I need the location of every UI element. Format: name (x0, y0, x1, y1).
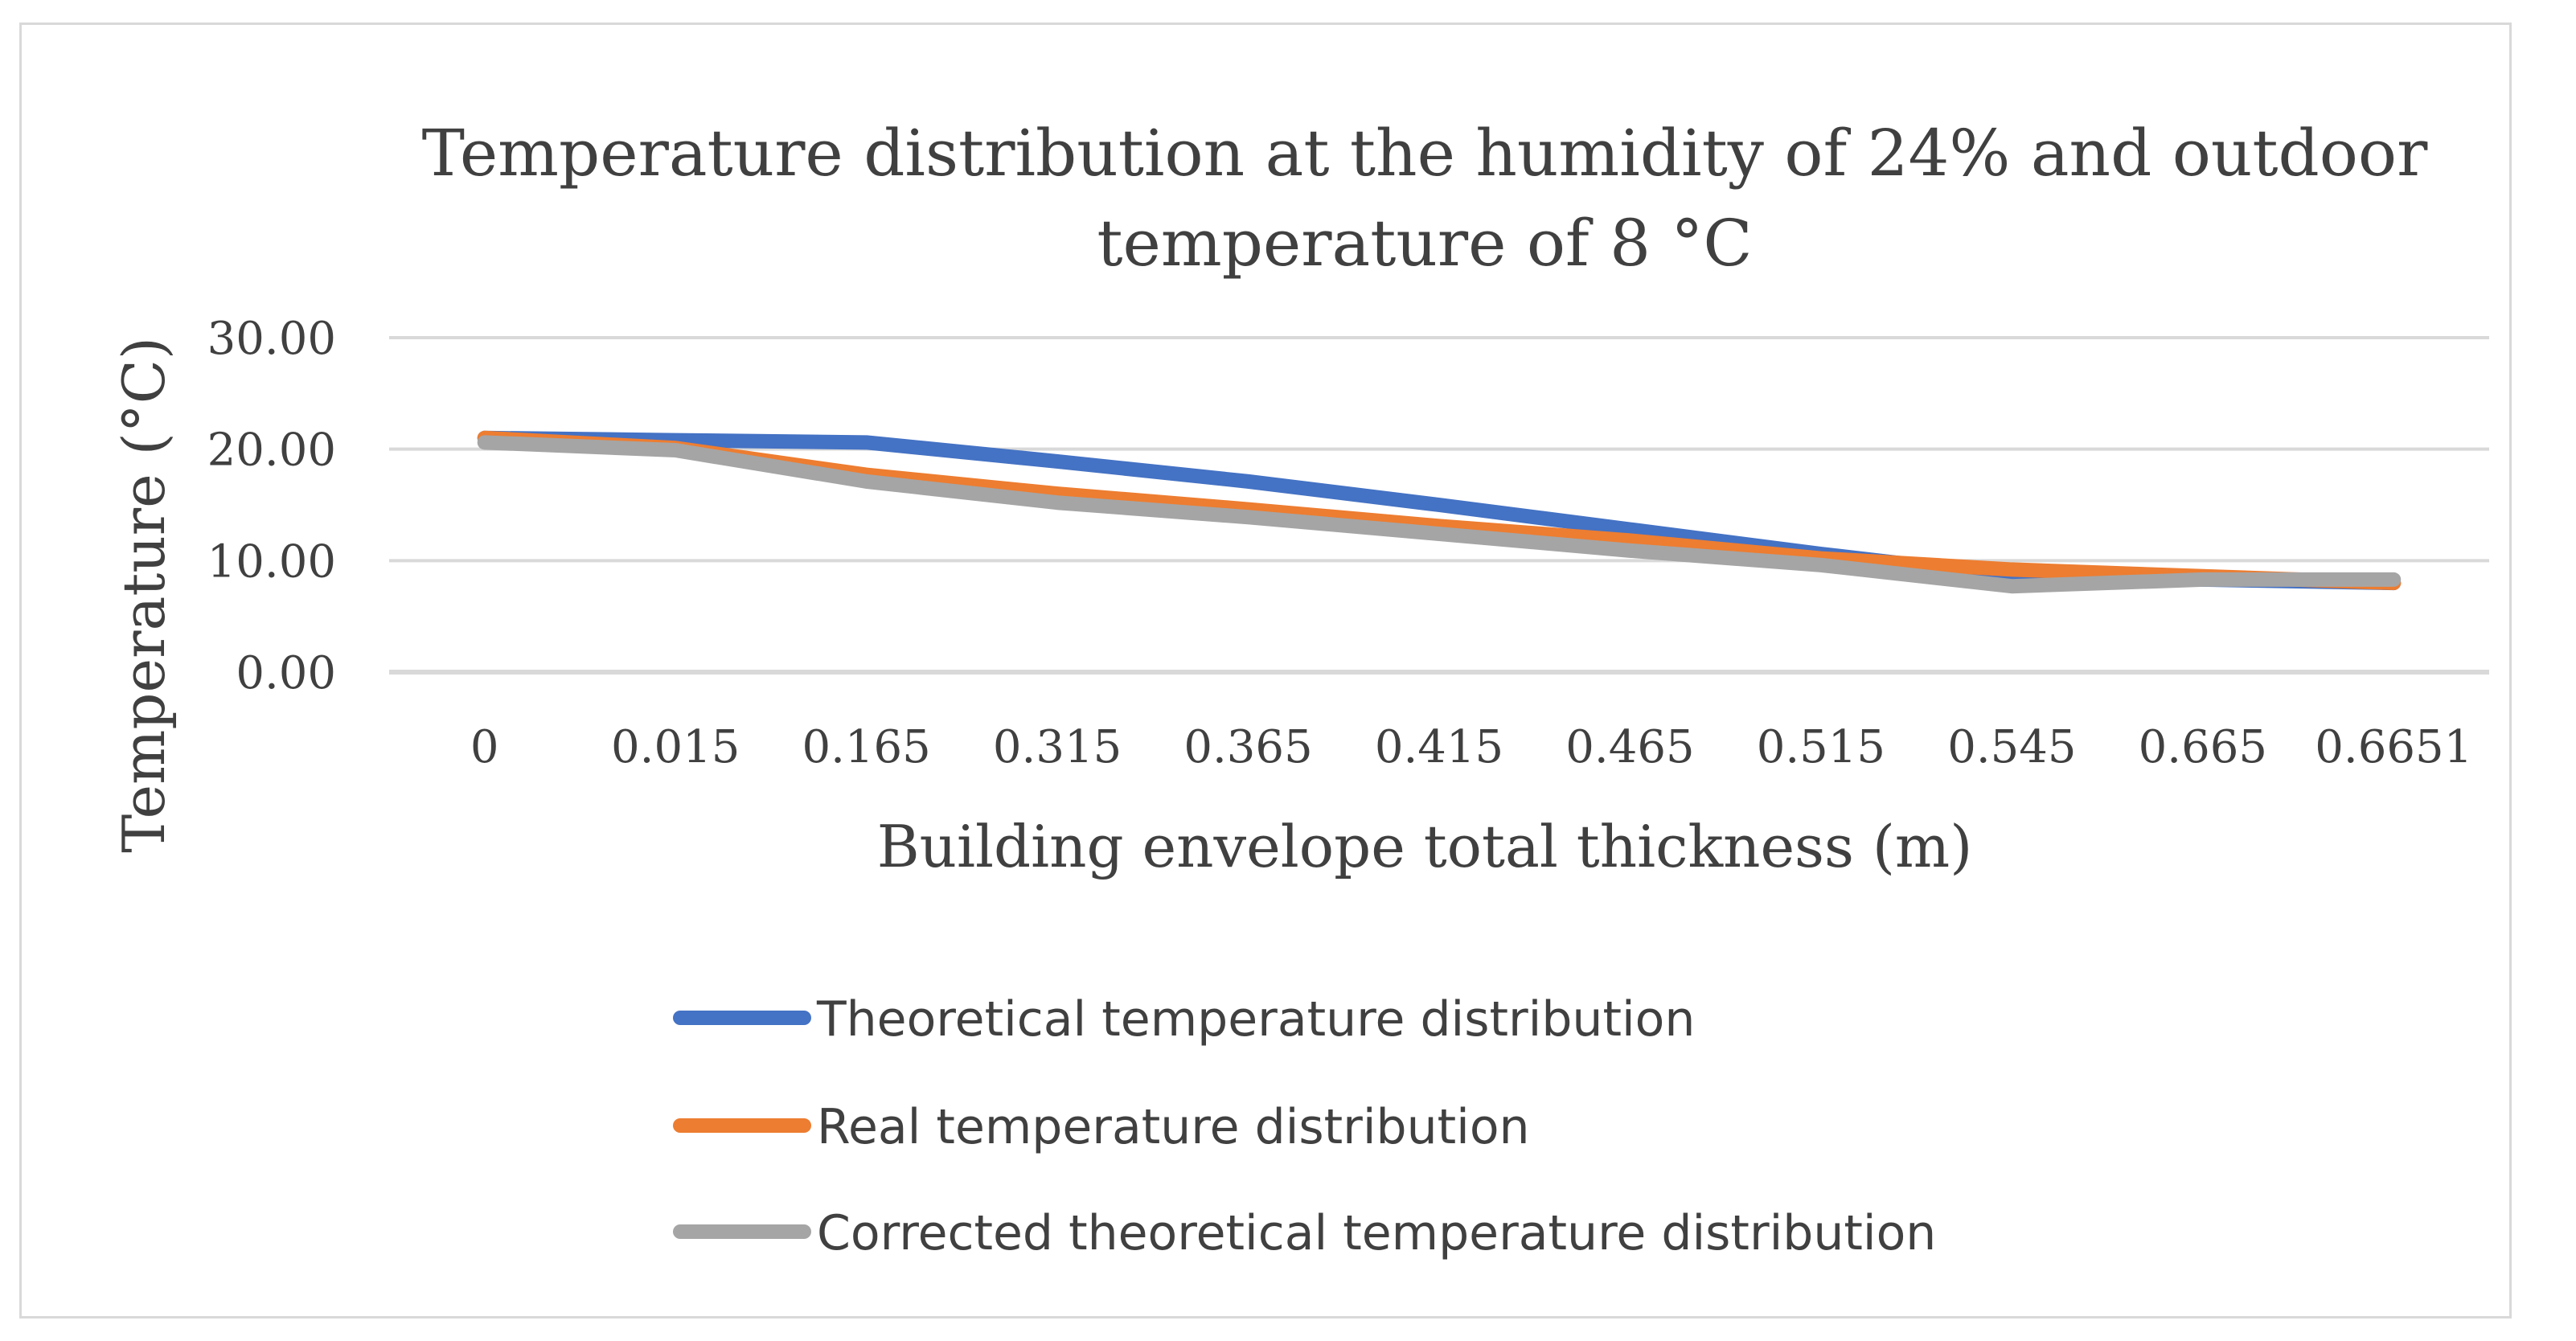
x-tick-label: 0.015 (611, 721, 740, 773)
x-tick-label: 0.665 (2139, 721, 2267, 773)
x-tick-label: 0 (470, 721, 499, 773)
y-tick-labels: 0.00 10.00 20.00 30.00 (207, 313, 336, 699)
y-tick-label: 30.00 (207, 313, 336, 365)
x-tick-label: 0.545 (1947, 721, 2076, 773)
legend-label: Corrected theoretical temperature distri… (817, 1205, 1936, 1261)
x-tick-label: 0.415 (1375, 721, 1503, 773)
y-tick-label: 0.00 (236, 647, 336, 699)
chart-title-line-1: Temperature distribution at the humidity… (422, 116, 2428, 191)
legend-label: Theoretical temperature distribution (816, 991, 1695, 1048)
legend-label: Real temperature distribution (817, 1099, 1530, 1155)
legend: Theoretical temperature distribution Real… (673, 991, 1936, 1261)
x-tick-label: 0.465 (1565, 721, 1694, 773)
series-line-3 (477, 435, 2402, 594)
x-tick-label: 0.165 (802, 721, 930, 773)
x-axis-title: Building envelope total thickness (m) (877, 813, 1973, 880)
y-tick-label: 10.00 (207, 535, 336, 588)
chart-title-line-2: temperature of 8 °C (1097, 206, 1752, 281)
x-tick-label: 0.515 (1757, 721, 1885, 773)
gridlines (389, 336, 2489, 675)
x-tick-label: 0.315 (993, 721, 1122, 773)
x-tick-labels: 0 0.015 0.165 0.315 0.365 0.415 0.465 0.515 0.54… (470, 721, 2472, 773)
series-lines (477, 430, 2402, 594)
x-tick-label: 0.365 (1183, 721, 1312, 773)
y-axis-title: Temperature (°C) (110, 337, 178, 853)
chart-title: Temperature distribution at the humidity… (422, 116, 2428, 281)
y-tick-label: 20.00 (207, 424, 336, 477)
x-tick-label: 0.6651 (2315, 721, 2472, 773)
